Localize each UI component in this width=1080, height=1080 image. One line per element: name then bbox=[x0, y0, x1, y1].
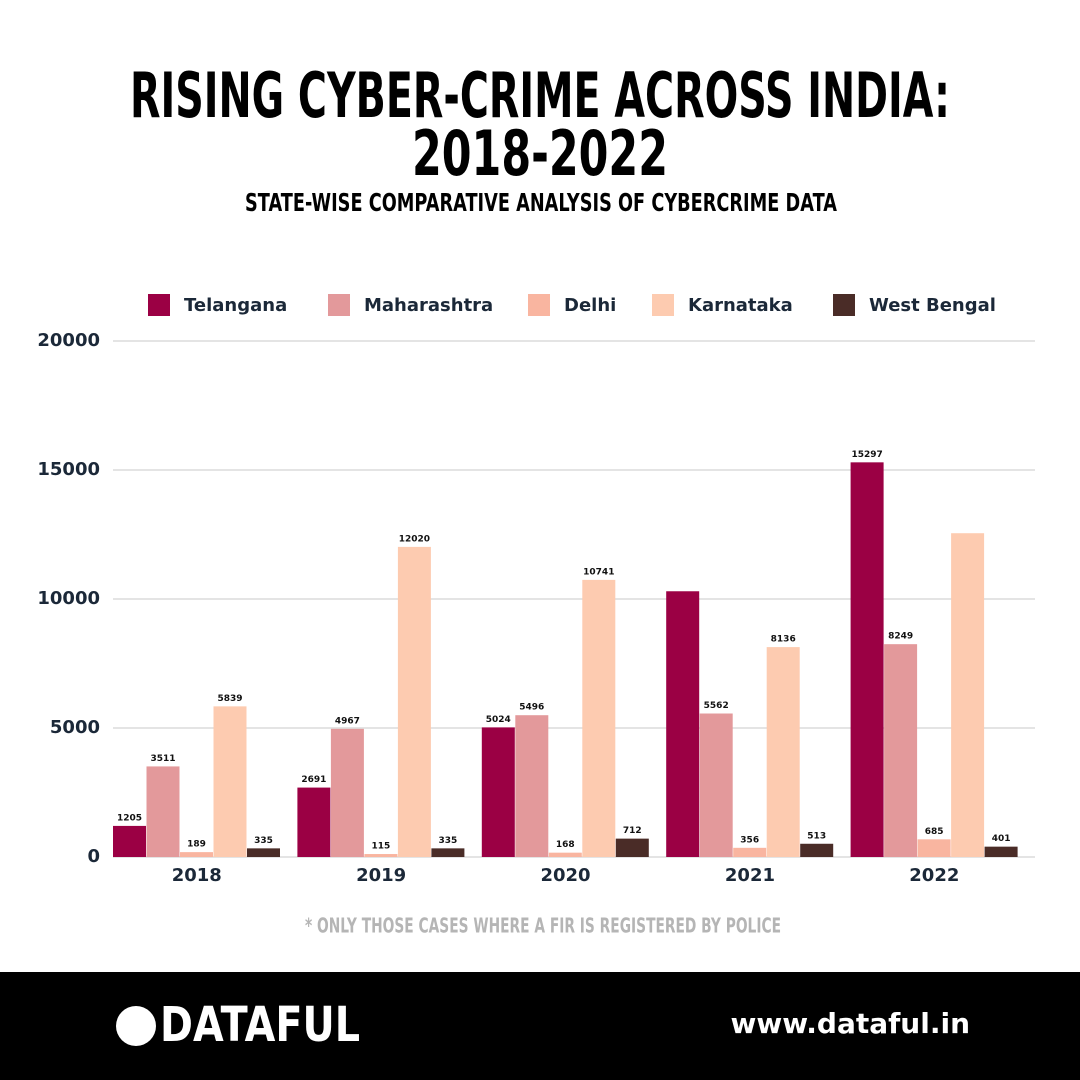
bar bbox=[330, 728, 364, 857]
bar bbox=[666, 591, 700, 857]
bar bbox=[951, 533, 985, 857]
bar bbox=[766, 647, 800, 857]
footer-url: www.dataful.in bbox=[730, 1007, 970, 1040]
value-label: 685 bbox=[925, 827, 944, 837]
value-label: 168 bbox=[556, 840, 575, 850]
value-label: 3511 bbox=[150, 754, 175, 764]
legend-label: Telangana bbox=[184, 295, 287, 316]
bar bbox=[800, 843, 834, 857]
value-label: 513 bbox=[807, 831, 826, 841]
bar bbox=[615, 838, 649, 857]
value-label: 10741 bbox=[583, 567, 614, 577]
bar bbox=[984, 846, 1018, 857]
legend-label: West Bengal bbox=[869, 295, 996, 316]
legend-swatch bbox=[528, 294, 550, 316]
legend-label: Karnataka bbox=[688, 295, 793, 316]
bar bbox=[481, 727, 515, 857]
value-label: 5839 bbox=[217, 694, 242, 704]
bar bbox=[146, 766, 180, 857]
value-label: 8249 bbox=[888, 632, 913, 642]
value-label: 335 bbox=[254, 836, 273, 846]
legend-label: Maharashtra bbox=[364, 295, 493, 316]
legend-swatch bbox=[328, 294, 350, 316]
value-label: 12020 bbox=[399, 534, 430, 544]
x-tick-label: 2018 bbox=[172, 865, 222, 886]
value-label: 8136 bbox=[771, 635, 796, 645]
bar bbox=[548, 852, 582, 857]
value-label: 5024 bbox=[486, 715, 511, 725]
bar bbox=[364, 854, 398, 857]
y-tick-label: 5000 bbox=[50, 717, 100, 738]
bar bbox=[180, 852, 213, 857]
value-label: 4967 bbox=[335, 716, 360, 726]
bar bbox=[297, 787, 331, 857]
x-tick-label: 2021 bbox=[725, 865, 775, 886]
chart-title: RISING CYBER-CRIME ACROSS INDIA: bbox=[130, 59, 950, 132]
logo-icon bbox=[116, 1006, 156, 1046]
value-label: 15297 bbox=[851, 450, 882, 460]
bar bbox=[582, 579, 616, 857]
value-label: 189 bbox=[187, 840, 206, 850]
value-label: 5496 bbox=[519, 703, 544, 713]
bar bbox=[113, 825, 146, 857]
value-label: 356 bbox=[740, 835, 759, 845]
y-tick-label: 20000 bbox=[37, 330, 100, 351]
value-label: 335 bbox=[439, 836, 458, 846]
legend-swatch bbox=[833, 294, 855, 316]
bar bbox=[699, 713, 733, 857]
footer-band bbox=[0, 972, 1080, 1080]
y-tick-label: 15000 bbox=[37, 459, 100, 480]
bar bbox=[431, 848, 465, 857]
chart-subtitle: STATE-WISE COMPARATIVE ANALYSIS OF CYBER… bbox=[245, 188, 837, 217]
footnote: * ONLY THOSE CASES WHERE A FIR IS REGIST… bbox=[305, 914, 781, 938]
x-tick-label: 2019 bbox=[356, 865, 406, 886]
y-tick-label: 0 bbox=[87, 846, 100, 867]
bar bbox=[213, 706, 247, 857]
footer-brand: DATAFUL bbox=[160, 997, 360, 1053]
bar bbox=[247, 848, 280, 857]
value-label: 115 bbox=[372, 842, 391, 852]
bar bbox=[515, 715, 549, 857]
x-tick-label: 2022 bbox=[909, 865, 959, 886]
bar bbox=[850, 462, 884, 857]
value-label: 401 bbox=[992, 834, 1011, 844]
chart-title: 2018-2022 bbox=[412, 117, 668, 190]
bar bbox=[733, 847, 767, 857]
bar bbox=[884, 644, 918, 857]
x-tick-label: 2020 bbox=[540, 865, 590, 886]
bar bbox=[397, 546, 431, 857]
value-label: 2691 bbox=[301, 775, 326, 785]
y-tick-label: 10000 bbox=[37, 588, 100, 609]
value-label: 5562 bbox=[704, 701, 729, 711]
legend-swatch bbox=[148, 294, 170, 316]
value-label: 712 bbox=[623, 826, 642, 836]
value-label: 1205 bbox=[117, 813, 142, 823]
bar bbox=[917, 839, 951, 857]
legend-label: Delhi bbox=[564, 295, 616, 316]
legend-swatch bbox=[652, 294, 674, 316]
